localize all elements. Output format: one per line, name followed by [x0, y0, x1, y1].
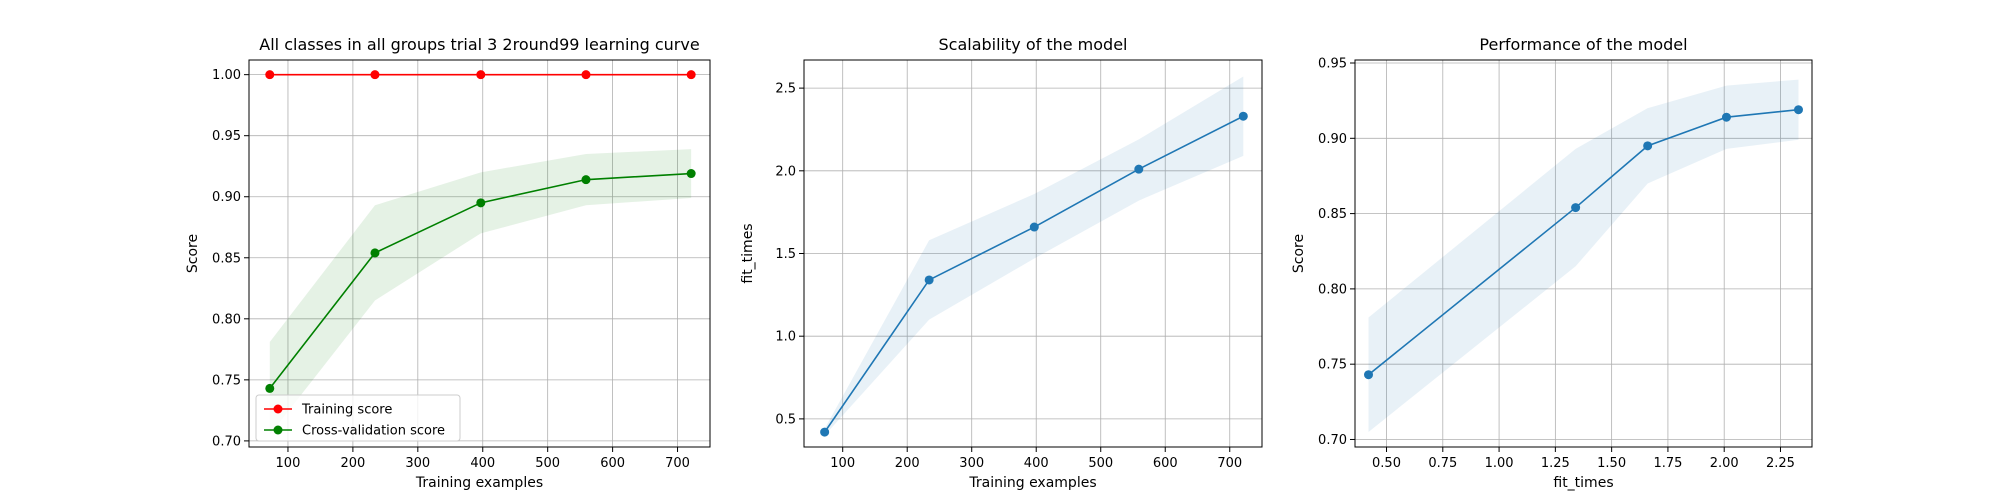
x-tick-label: 1.00: [1485, 456, 1514, 471]
plot-area: [820, 76, 1248, 437]
data-point-blue: [1364, 370, 1374, 380]
data-point-blue: [1029, 222, 1039, 232]
legend: Training score Cross-validation score: [255, 394, 461, 442]
legend-box: [255, 394, 461, 442]
y-tick-label: 0.5: [775, 412, 796, 427]
y-tick-label: 0.75: [1318, 358, 1347, 373]
data-point-cv: [265, 383, 275, 393]
x-tick-label: 400: [470, 456, 495, 471]
chart-title: Scalability of the model: [939, 35, 1128, 54]
gridlines: [804, 60, 1262, 447]
data-point-training: [581, 70, 591, 80]
y-tick-label: 0.80: [212, 312, 241, 327]
data-point-blue: [1721, 112, 1731, 122]
panel-learning-curve: 100 200 300 400 500 600 700 0.70 0.75 0.80 0.85 0.9…: [185, 35, 711, 491]
std-band: [824, 76, 1244, 436]
data-point-blue: [820, 427, 830, 437]
panel-performance: 0.50 0.75 1.00 1.25 1.50 1.75 2.00 2.25 0.70 0.75…: [1291, 35, 1813, 491]
x-tick-label: 200: [340, 456, 365, 471]
data-point-cv: [476, 198, 486, 208]
y-tick-label: 0.90: [212, 190, 241, 205]
panel-scalability: 100 200 300 400 500 600 700 0.5 1.0 1.5 2.0 2.5 Scal…: [740, 35, 1263, 491]
y-tick-label: 0.70: [212, 434, 241, 449]
y-tick-label: 0.75: [212, 373, 241, 388]
y-tick-label: 2.5: [775, 82, 796, 97]
legend-cv-marker: [273, 425, 283, 435]
x-tick-label: 300: [405, 456, 430, 471]
chart-title: Performance of the model: [1479, 35, 1687, 54]
data-point-cv: [686, 169, 696, 179]
legend-training-label: Training score: [301, 403, 392, 418]
x-tick-label: 700: [1217, 456, 1242, 471]
legend-training-marker: [273, 404, 283, 414]
x-tick-label: 2.25: [1766, 456, 1795, 471]
y-tick-label: 1.5: [775, 247, 796, 262]
chart-title: All classes in all groups trial 3 2round…: [259, 35, 699, 54]
y-tick-label: 0.85: [212, 251, 241, 266]
data-point-blue: [1643, 141, 1653, 151]
y-axis-label: Score: [185, 234, 201, 273]
y-tick-label: 0.85: [1318, 207, 1347, 222]
x-tick-label: 100: [830, 456, 855, 471]
x-tick-label: 500: [1088, 456, 1113, 471]
data-point-cv: [370, 248, 380, 258]
data-point-training: [686, 70, 696, 80]
x-tick-label: 0.50: [1372, 456, 1401, 471]
legend-cv-label: Cross-validation score: [302, 424, 445, 439]
x-tick-label: 2.00: [1710, 456, 1739, 471]
data-point-blue: [1793, 105, 1803, 115]
gridlines: [1355, 60, 1812, 447]
y-tick-label: 1.00: [212, 68, 241, 83]
x-axis-label: Training examples: [415, 475, 543, 491]
y-tick-label: 0.70: [1318, 433, 1347, 448]
y-tick-label: 0.90: [1318, 132, 1347, 147]
y-axis-label: fit_times: [740, 223, 756, 283]
x-tick-label: 600: [600, 456, 625, 471]
y-tick-label: 1.0: [775, 330, 796, 345]
x-tick-label: 1.75: [1653, 456, 1682, 471]
axes-frame: [248, 59, 711, 448]
ticks: 100 200 300 400 500 600 700 0.70 0.75 0.80 0.85 0.9…: [212, 68, 690, 471]
x-tick-label: 0.75: [1428, 456, 1457, 471]
data-point-training: [476, 70, 486, 80]
x-tick-label: 200: [895, 456, 920, 471]
x-axis-label: Training examples: [968, 475, 1096, 491]
x-tick-label: 100: [276, 456, 301, 471]
gridlines: [249, 60, 710, 447]
y-tick-label: 0.95: [1318, 57, 1347, 72]
std-band: [1368, 79, 1799, 432]
ticks: 0.50 0.75 1.00 1.25 1.50 1.75 2.00 2.25 0.70 0.75…: [1318, 57, 1795, 471]
data-point-blue: [1238, 111, 1248, 121]
data-point-blue: [1571, 203, 1581, 213]
y-tick-label: 2.0: [775, 164, 796, 179]
data-point-blue: [1134, 164, 1144, 174]
std-band-cv: [269, 149, 692, 435]
data-point-blue: [924, 275, 934, 285]
x-axis-label: fit_times: [1553, 475, 1613, 491]
ticks: 100 200 300 400 500 600 700 0.5 1.0 1.5 2.0 2.5: [775, 82, 1242, 471]
data-point-training: [370, 70, 380, 80]
x-tick-label: 1.50: [1597, 456, 1626, 471]
y-tick-label: 0.95: [212, 129, 241, 144]
x-tick-label: 400: [1024, 456, 1049, 471]
x-tick-label: 500: [535, 456, 560, 471]
data-point-cv: [581, 175, 591, 185]
x-tick-label: 700: [665, 456, 690, 471]
data-point-training: [265, 70, 275, 80]
axes-frame: [803, 59, 1263, 448]
plot-area: [265, 70, 696, 435]
x-tick-label: 600: [1153, 456, 1178, 471]
y-axis-label: Score: [1291, 234, 1307, 273]
axes-frame: [1354, 59, 1813, 448]
x-tick-label: 1.25: [1541, 456, 1570, 471]
plot-area: [1364, 79, 1803, 432]
x-tick-label: 300: [959, 456, 984, 471]
y-tick-label: 0.80: [1318, 282, 1347, 297]
